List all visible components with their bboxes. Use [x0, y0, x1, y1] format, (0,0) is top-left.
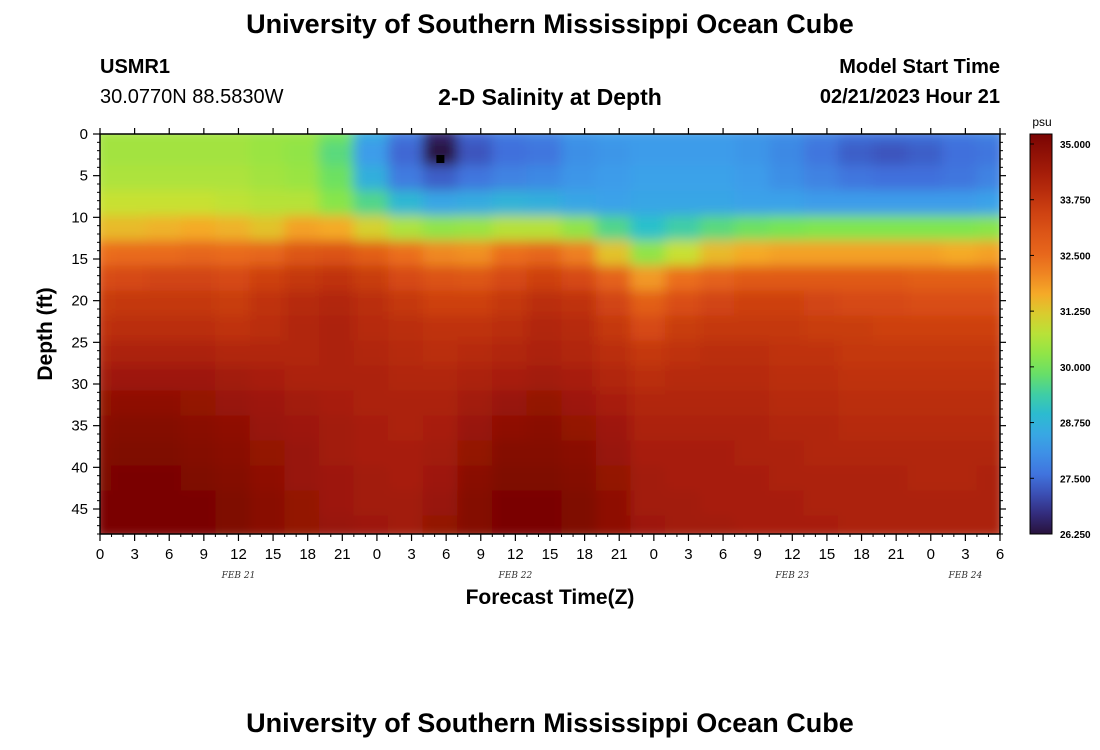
y-tick-label: 15 [71, 251, 88, 268]
page-title: University of Southern Mississippi Ocean… [246, 9, 854, 39]
y-axis: 0 5 10 15 20 25 30 35 40 45 [71, 126, 1006, 535]
date-label: FEB 23 [774, 571, 809, 581]
model-start-time: 02/21/2023 Hour 21 [819, 86, 1000, 108]
marker-point [436, 155, 445, 163]
x-tick-label: 3 [961, 546, 969, 563]
x-tick-label: 12 [507, 546, 524, 563]
date-label: FEB 21 [221, 571, 256, 581]
x-tick-label: 0 [927, 546, 935, 563]
y-tick-label: 20 [71, 293, 88, 310]
heatmap-marker [436, 155, 445, 163]
x-tick-label: 9 [754, 546, 762, 563]
colorbar-label: 30.000 [1060, 363, 1091, 374]
x-tick-label: 0 [650, 546, 658, 563]
y-tick-label: 35 [71, 418, 88, 435]
x-tick-label: 6 [719, 546, 727, 563]
y-tick-label: 30 [71, 376, 88, 393]
x-tick-label: 3 [407, 546, 415, 563]
salinity-chart: 0 3 6 9 12 15 18 21 0 3 6 9 12 15 18 21 0 3 6 9 12 15 18 21 0 3 6 F… [34, 115, 1091, 609]
y-tick-label: 40 [71, 459, 88, 476]
y-tick-label: 25 [71, 334, 88, 351]
x-tick-label: 15 [819, 546, 836, 563]
colorbar-label: 33.750 [1060, 196, 1091, 207]
colorbar-label: 28.750 [1060, 419, 1091, 430]
x-tick-label: 15 [542, 546, 559, 563]
x-tick-label: 9 [200, 546, 208, 563]
x-tick-label: 12 [230, 546, 247, 563]
x-tick-label: 21 [611, 546, 628, 563]
x-tick-label: 3 [130, 546, 138, 563]
colorbar-label: 27.500 [1060, 474, 1091, 485]
colorbar-unit: psu [1032, 115, 1051, 129]
station-coordinates: 30.0770N 88.5830W [100, 86, 284, 108]
x-tick-label: 21 [334, 546, 351, 563]
colorbar-label: 26.250 [1060, 530, 1091, 541]
station-id: USMR1 [100, 56, 171, 78]
y-tick-label: 5 [80, 168, 88, 185]
y-axis-label: Depth (ft) [34, 287, 57, 380]
y-tick-label: 45 [71, 501, 88, 518]
colorbar: psu 35.000 33.750 32.500 31.250 30.000 28.750… [1029, 115, 1091, 541]
colorbar-label: 32.500 [1060, 251, 1091, 262]
colorbar-label: 31.250 [1060, 307, 1091, 318]
x-axis: 0 3 6 9 12 15 18 21 0 3 6 9 12 15 18 21 0 3 6 9 12 15 18 21 0 3 6 F… [96, 128, 1004, 581]
y-tick-label: 0 [80, 126, 88, 143]
chart-subtitle: 2-D Salinity at Depth [438, 84, 662, 110]
x-tick-label: 21 [888, 546, 905, 563]
heatmap-cells [100, 134, 1000, 534]
date-label: FEB 22 [498, 571, 533, 581]
x-tick-label: 0 [96, 546, 104, 563]
colorbar-label: 35.000 [1060, 140, 1091, 151]
x-tick-label: 15 [265, 546, 282, 563]
x-tick-label: 18 [853, 546, 870, 563]
x-tick-label: 0 [373, 546, 381, 563]
heat-cell [976, 515, 1000, 534]
x-tick-label: 6 [442, 546, 450, 563]
footer-title: University of Southern Mississippi Ocean… [246, 708, 854, 738]
x-tick-label: 3 [684, 546, 692, 563]
x-tick-label: 9 [477, 546, 485, 563]
colorbar-ticks: 35.000 33.750 32.500 31.250 30.000 28.750 27.5… [1030, 140, 1091, 541]
date-label: FEB 24 [948, 571, 983, 581]
x-tick-label: 12 [784, 546, 801, 563]
x-tick-label: 18 [576, 546, 593, 563]
x-tick-label: 18 [299, 546, 316, 563]
x-tick-label: 6 [996, 546, 1004, 563]
x-tick-label: 6 [165, 546, 173, 563]
colorbar-scale [1029, 133, 1053, 535]
model-start-label: Model Start Time [839, 56, 1000, 78]
x-axis-label: Forecast Time(Z) [466, 586, 635, 609]
y-tick-label: 10 [71, 209, 88, 226]
